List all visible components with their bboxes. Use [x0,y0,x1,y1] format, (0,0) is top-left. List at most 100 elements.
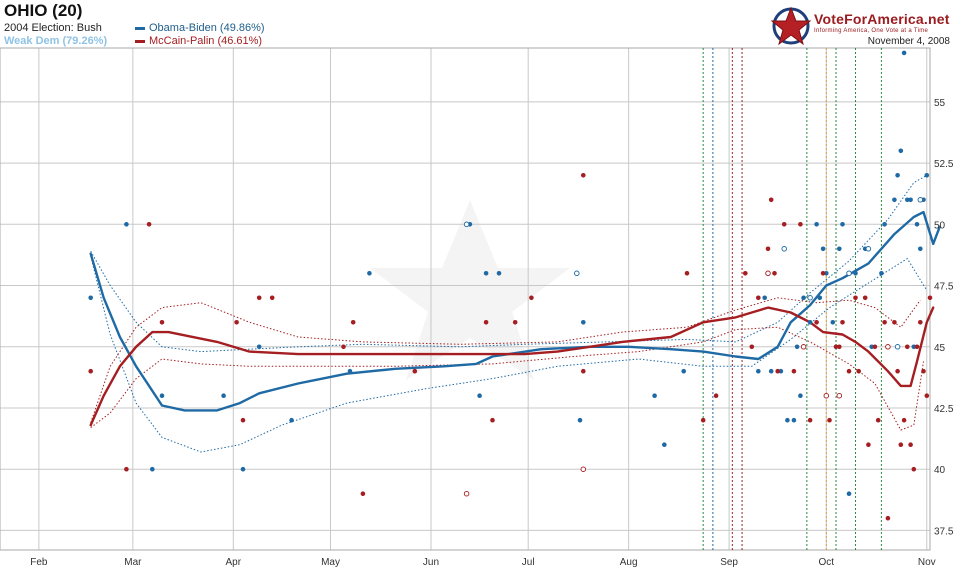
poll-point-obama [496,271,502,276]
poll-point-open-mccain [765,270,771,277]
poll-point-mccain [775,368,780,374]
x-tick-label: Jun [423,557,439,568]
poll-point-mccain [765,246,771,252]
poll-point-obama [483,271,489,276]
poll-point-mccain [581,173,586,178]
y-tick-label: 50 [934,220,946,231]
poll-point-mccain [872,344,878,350]
poll-point-mccain [862,295,868,301]
poll-point-obama [240,466,246,472]
confidence-lower-mccain [90,326,924,431]
x-tick-label: Mar [124,557,142,568]
poll-point-mccain [856,368,861,374]
poll-point-mccain [772,271,777,276]
poll-point-mccain [240,417,246,423]
poll-point-obama [367,271,372,276]
poll-point-mccain [807,417,813,423]
poll-point-obama [837,246,842,252]
y-tick-label: 42.5 [934,404,954,415]
poll-point-mccain [846,368,852,374]
poll-point-mccain [360,491,366,497]
poll-point-mccain [684,271,690,276]
poll-point-obama [347,368,353,374]
poll-point-mccain [911,466,917,472]
x-tick-label: Feb [30,557,48,568]
poll-point-obama [882,222,887,227]
x-tick-label: Oct [819,557,835,568]
poll-point-mccain [146,222,152,227]
poll-point-obama [256,344,262,350]
poll-point-mccain [781,222,787,227]
poll-point-obama [895,173,900,178]
poll-point-mccain [853,295,858,301]
poll-point-obama [794,344,800,350]
poll-point-mccain [529,295,534,301]
poll-point-obama [756,368,761,374]
poll-point-mccain [914,344,920,350]
poll-point-mccain [768,197,774,203]
poll-point-obama [289,417,294,423]
state-lean-label: Weak Dem (79.26%) [4,35,108,47]
poll-point-open-obama [865,246,872,252]
poll-point-open-obama [894,344,901,350]
confidence-upper-obama [90,174,928,353]
poll-point-mccain [483,320,489,325]
x-tick-label: Sep [720,557,738,568]
poll-point-mccain [798,222,803,227]
brand-logo: VoteForAmerica.net Informing America, On… [770,5,960,47]
poll-point-open-obama [463,221,470,228]
poll-point-mccain [927,295,933,301]
y-tick-label: 55 [934,98,946,109]
poll-point-mccain [713,393,719,399]
brand-name: VoteForAmerica.net [814,11,950,27]
poll-point-obama [762,295,767,301]
poll-point-mccain [749,344,755,350]
legend-obama: Obama-Biden (49.86%) [135,22,265,34]
y-tick-label: 45 [934,343,946,354]
poll-point-obama [924,173,930,178]
poll-point-mccain [756,295,761,301]
poll-point-obama [853,271,858,276]
poll-point-mccain [892,320,897,325]
x-tick-label: Nov [918,557,936,568]
x-tick-label: Apr [226,557,242,568]
confidence-lower-obama [90,255,928,453]
poll-point-obama [662,442,667,448]
poll-point-obama [908,197,913,203]
poll-point-open-obama [574,270,580,277]
poll-point-open-mccain [463,490,470,497]
poll-point-mccain [921,368,926,374]
poll-point-obama [581,320,586,325]
poll-point-open-obama [846,270,852,277]
poll-point-mccain [924,393,930,399]
poll-point-mccain [791,368,797,374]
poll-point-obama [846,491,852,497]
poll-point-obama [869,344,874,350]
y-tick-label: 40 [934,465,946,476]
poll-point-obama [778,368,784,374]
poll-point-obama [477,393,482,399]
poll-point-mccain [124,466,129,472]
watermark-star-icon [370,200,570,380]
page-title: OHIO (20) [4,1,83,20]
poll-point-obama [577,417,583,423]
poll-point-obama [817,295,823,301]
y-tick-label: 52.5 [934,159,954,170]
chart-date: November 4, 2008 [867,36,950,47]
poll-point-mccain [905,344,910,350]
poll-point-obama [918,246,923,252]
poll-point-open-mccain [823,392,830,399]
poll-point-mccain [885,515,891,521]
poll-point-obama [681,368,686,374]
poll-point-obama [791,417,797,423]
poll-point-obama [879,271,884,276]
x-tick-label: May [321,557,340,568]
poll-point-obama [898,148,904,154]
legend-label-obama: Obama-Biden (49.86%) [149,22,265,34]
poll-point-obama [159,393,165,399]
poll-point-mccain [269,295,275,301]
poll-point-mccain [840,320,845,325]
y-tick-label: 47.5 [934,282,954,293]
poll-point-mccain [512,320,518,325]
poll-point-mccain [88,368,93,374]
